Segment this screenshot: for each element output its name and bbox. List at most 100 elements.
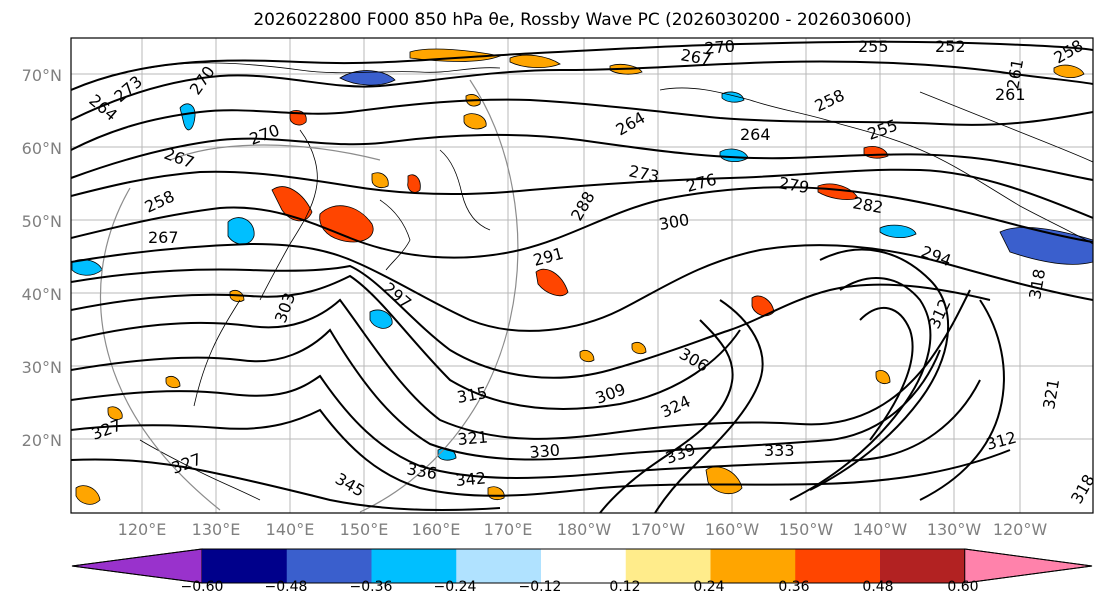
anomaly-pos (319, 205, 374, 243)
anomaly-pos (165, 376, 181, 389)
lat-label: 30°N (22, 358, 62, 377)
anomaly-pos (107, 406, 123, 420)
theta-e-contour (859, 307, 914, 441)
lat-label: 70°N (22, 66, 62, 85)
contour-label: 261 (995, 85, 1026, 104)
lon-label: 150°W (779, 520, 834, 539)
lon-label: 160°W (705, 520, 760, 539)
colorbar-segment (371, 549, 457, 583)
title-text: 2026022800 F000 850 hPa θe, Rossby Wave … (253, 10, 912, 30)
contour-label: 255 (858, 37, 889, 56)
lon-label: 160°E (412, 520, 461, 539)
colorbar-tick-label: −0.24 (434, 579, 477, 595)
lat-label: 20°N (22, 431, 62, 450)
colorbar-segment (456, 549, 542, 583)
theta-e-contour (599, 319, 734, 513)
anomaly-pos (509, 54, 561, 68)
lon-label: 120°E (118, 520, 167, 539)
anomaly-pos (875, 370, 891, 384)
anomaly-pos (463, 113, 487, 130)
contour-label: 264 (740, 125, 771, 144)
theta-e-contour (654, 299, 764, 513)
lat-label: 40°N (22, 285, 62, 304)
anomaly-pos (579, 350, 595, 363)
anomaly-neg (879, 224, 917, 238)
theta-e-contour (71, 458, 501, 511)
colorbar-tick-label: −0.48 (265, 579, 308, 595)
anomaly-neg (179, 103, 196, 131)
theta-e-contour (789, 276, 932, 501)
theta-e-contours (71, 40, 1093, 513)
colorbar-segment (795, 549, 881, 583)
anomaly-shading (71, 48, 1093, 505)
chart-title: 2026022800 F000 850 hPa θe, Rossby Wave … (0, 10, 1105, 30)
theta-e-contour (919, 299, 1005, 501)
colorbar-tick-label: −0.12 (519, 579, 562, 595)
contour-label: 252 (935, 37, 966, 56)
colorbar-segment (710, 549, 796, 583)
contour-label: 342 (455, 468, 487, 490)
contour-label: 333 (764, 441, 795, 460)
anomaly-pos (535, 268, 569, 297)
colorbar-tick-label: −0.36 (350, 579, 393, 595)
colorbar-ticks: −0.60 −0.48 −0.36 −0.24 −0.12 0.12 0.24 … (181, 579, 979, 595)
theta-e-contour (71, 168, 1093, 219)
contour-label: 267 (148, 228, 179, 247)
anomaly-neg (369, 309, 393, 329)
contour-label: 321 (457, 427, 489, 449)
colorbar-segment (202, 549, 288, 583)
colorbar-segment (286, 549, 372, 583)
theta-e-contour (71, 274, 741, 410)
projection-arcs (99, 79, 519, 513)
anomaly-pos (631, 342, 647, 355)
colorbar-segment (625, 549, 711, 583)
colorbar-tick-label: 0.36 (778, 579, 809, 595)
anomaly-pos (817, 183, 859, 200)
lat-label: 50°N (22, 212, 62, 231)
theta-e-contour (71, 289, 971, 440)
anomaly-neg (339, 70, 396, 86)
colorbar-extend-min (71, 548, 203, 584)
theta-e-contour (71, 60, 1093, 121)
anomaly-pos (75, 485, 101, 505)
theta-e-contour (809, 248, 950, 491)
theta-e-contour (71, 242, 1093, 332)
latitude-axis: 70°N 60°N 50°N 40°N 30°N 20°N (22, 66, 62, 450)
contour-label: 330 (529, 440, 561, 462)
colorbar-extend-max (964, 548, 1093, 584)
anomaly-pos (1053, 64, 1085, 78)
map-area (71, 38, 1093, 513)
lon-label: 130°E (192, 520, 241, 539)
colorbar-segment (541, 549, 627, 583)
colorbar-tick-label: 0.48 (862, 579, 893, 595)
theta-e-contour (71, 40, 1093, 91)
lon-label: 140°E (266, 520, 315, 539)
colorbar-segment (880, 549, 966, 583)
anomaly-pos (407, 174, 421, 193)
theta-e-contour (71, 98, 1093, 151)
colorbar-tick-label: 0.12 (609, 579, 640, 595)
contour-label: 270 (704, 36, 736, 58)
lon-label: 170°W (631, 520, 686, 539)
lon-label: 170°E (484, 520, 533, 539)
colorbar-tick-label: 0.24 (693, 579, 724, 595)
lat-label: 60°N (22, 139, 62, 158)
lon-label: 150°E (340, 520, 389, 539)
theta-e-contour (71, 186, 1093, 259)
lon-label: 130°W (927, 520, 982, 539)
lon-label: 180°W (557, 520, 612, 539)
lon-label: 140°W (853, 520, 908, 539)
map-border (70, 37, 1094, 514)
colorbar (71, 548, 1093, 584)
anomaly-neg (227, 217, 255, 245)
colorbar-tick-label: −0.60 (181, 579, 224, 595)
lon-label: 120°W (993, 520, 1048, 539)
anomaly-pos (371, 172, 389, 188)
theta-e-contour (71, 264, 991, 379)
colorbar-tick-label: 0.60 (947, 579, 978, 595)
longitude-axis: 120°E 130°E 140°E 150°E 160°E 170°E 180°… (118, 520, 1048, 539)
colorbar-outline (71, 548, 1093, 584)
theta-e-contour (71, 133, 1093, 181)
theta-e-contour (71, 328, 941, 461)
